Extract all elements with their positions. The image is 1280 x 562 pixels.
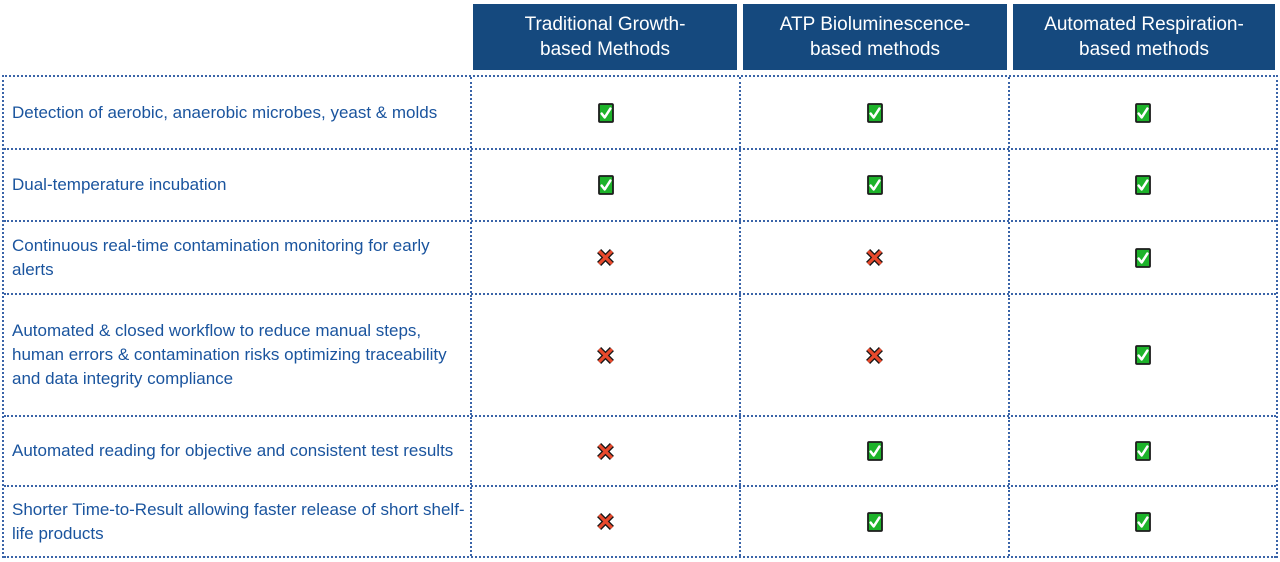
column-header-atp-bioluminescence: ATP Bioluminescence- based methods: [743, 4, 1007, 70]
column-header-line: Traditional Growth-: [524, 14, 686, 35]
mark-cell: [739, 222, 1008, 293]
check-icon: [866, 511, 883, 532]
mark-cell: [470, 222, 739, 293]
mark-cell: [470, 417, 739, 485]
row-label: Automated & closed workflow to reduce ma…: [12, 321, 447, 388]
mark-cell: [1008, 150, 1276, 220]
check-icon: [866, 102, 883, 123]
check-icon: [597, 102, 614, 123]
cross-icon: [596, 346, 615, 365]
check-icon: [1135, 441, 1151, 461]
row-label: Shorter Time-to-Result allowing faster r…: [12, 499, 465, 543]
row-label: Detection of aerobic, anaerobic microbes…: [12, 102, 438, 122]
table-row: Continuous real-time contamination monit…: [4, 222, 1276, 295]
mark-cell: [1008, 417, 1276, 485]
mark-cell: [1008, 222, 1276, 293]
cross-icon: [865, 346, 884, 365]
mark-cell: [470, 487, 739, 556]
cross-icon: [596, 442, 615, 461]
column-header-line: Automated Respiration-: [1044, 14, 1244, 35]
table-body: Detection of aerobic, anaerobic microbes…: [2, 75, 1278, 558]
table-row: Automated & closed workflow to reduce ma…: [4, 295, 1276, 417]
column-header-line: based Methods: [540, 39, 670, 60]
table-row: Dual-temperature incubation: [4, 150, 1276, 222]
row-label: Automated reading for objective and cons…: [12, 441, 454, 460]
check-icon: [1135, 247, 1151, 268]
column-header-automated-respiration: Automated Respiration- based methods: [1013, 4, 1275, 70]
mark-cell: [470, 77, 739, 148]
cross-icon: [596, 248, 615, 267]
mark-cell: [739, 417, 1008, 485]
check-icon: [597, 175, 614, 195]
mark-cell: [470, 295, 739, 415]
table-row: Shorter Time-to-Result allowing faster r…: [4, 487, 1276, 558]
check-icon: [1135, 345, 1151, 365]
cross-icon: [865, 248, 884, 267]
comparison-table: Traditional Growth- based Methods ATP Bi…: [2, 4, 1278, 558]
header-row: Traditional Growth- based Methods ATP Bi…: [2, 4, 1278, 70]
column-header-traditional-growth: Traditional Growth- based Methods: [473, 4, 737, 70]
column-header-line: based methods: [810, 39, 940, 60]
cross-icon: [596, 512, 615, 531]
mark-cell: [1008, 295, 1276, 415]
mark-cell: [739, 487, 1008, 556]
column-header-line: ATP Bioluminescence-: [779, 14, 971, 35]
table-row: Detection of aerobic, anaerobic microbes…: [4, 77, 1276, 150]
check-icon: [1135, 175, 1151, 195]
check-icon: [1135, 511, 1151, 532]
mark-cell: [739, 150, 1008, 220]
check-icon: [1135, 102, 1151, 123]
mark-cell: [470, 150, 739, 220]
check-icon: [866, 441, 883, 461]
row-label: Dual-temperature incubation: [12, 175, 227, 194]
check-icon: [866, 175, 883, 195]
mark-cell: [739, 295, 1008, 415]
mark-cell: [1008, 77, 1276, 148]
mark-cell: [1008, 487, 1276, 556]
header-spacer: [2, 4, 470, 70]
table-row: Automated reading for objective and cons…: [4, 417, 1276, 487]
row-label: Continuous real-time contamination monit…: [12, 235, 430, 279]
column-header-line: based methods: [1079, 39, 1209, 60]
mark-cell: [739, 77, 1008, 148]
